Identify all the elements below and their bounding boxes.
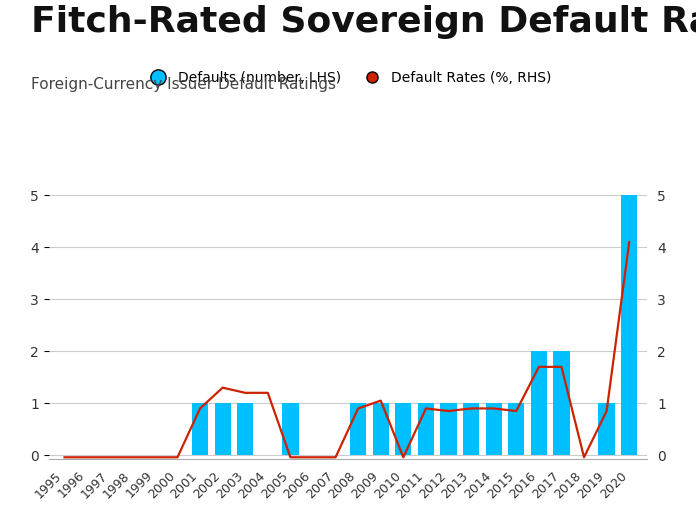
Bar [372,403,389,455]
Bar [283,403,299,455]
Bar [214,403,231,455]
Bar [508,403,524,455]
Bar [599,403,615,455]
Text: Foreign-Currency Issuer Default Ratings: Foreign-Currency Issuer Default Ratings [31,77,336,91]
Bar [350,403,366,455]
Bar [192,403,208,455]
Bar [395,403,411,455]
Bar [486,403,502,455]
Bar [463,403,480,455]
Bar [553,351,569,455]
Bar [441,403,457,455]
Bar [418,403,434,455]
Bar [621,195,638,455]
Bar [237,403,253,455]
Bar [531,351,547,455]
Legend: Defaults (number, LHS), Default Rates (%, RHS): Defaults (number, LHS), Default Rates (%… [139,65,557,90]
Text: Fitch-Rated Sovereign Default Rates: Fitch-Rated Sovereign Default Rates [31,5,696,39]
